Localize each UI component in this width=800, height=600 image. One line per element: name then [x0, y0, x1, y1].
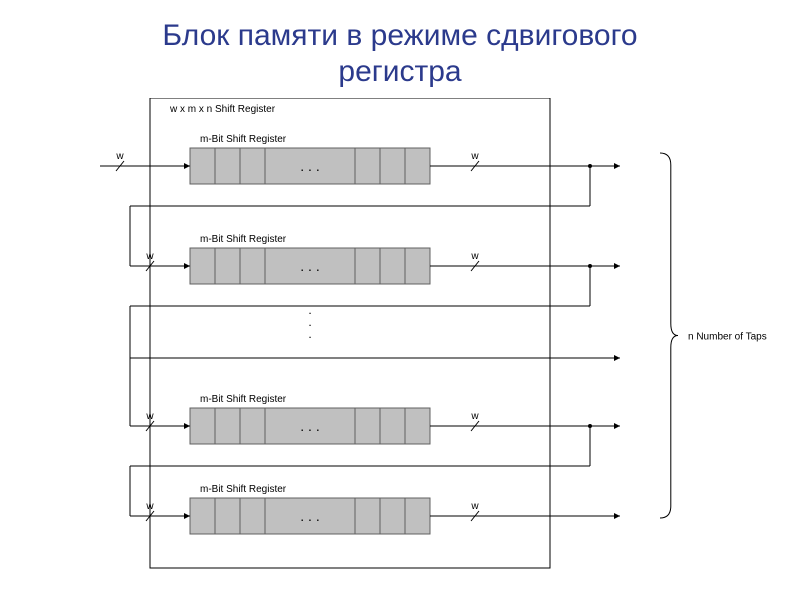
svg-text:m-Bit Shift Register: m-Bit Shift Register: [200, 134, 287, 145]
diagram-container: w x m x n Shift Register m-Bit Shift Regi…: [0, 98, 800, 598]
svg-text:m-Bit Shift Register: m-Bit Shift Register: [200, 394, 287, 405]
page-title: Блок памяти в режиме сдвигового регистра: [0, 0, 800, 98]
svg-text:. . .: . . .: [300, 508, 319, 524]
svg-text:w: w: [470, 411, 479, 422]
svg-text:. . .: . . .: [300, 158, 319, 174]
svg-text:m-Bit Shift Register: m-Bit Shift Register: [200, 234, 287, 245]
svg-text:m-Bit Shift Register: m-Bit Shift Register: [200, 484, 287, 495]
svg-text:. . .: . . .: [300, 418, 319, 434]
svg-text:w x m x n Shift Register: w x m x n Shift Register: [169, 104, 276, 115]
svg-text:w: w: [145, 411, 154, 422]
svg-text:w: w: [470, 501, 479, 512]
title-line2: регистра: [338, 55, 461, 88]
svg-text:w: w: [470, 151, 479, 162]
title-line1: Блок памяти в режиме сдвигового: [162, 19, 637, 52]
shift-register-diagram: w x m x n Shift Register m-Bit Shift Regi…: [0, 98, 800, 598]
svg-text:w: w: [145, 501, 154, 512]
svg-text:. . .: . . .: [300, 258, 319, 274]
svg-text:w: w: [145, 251, 154, 262]
svg-text:n Number of Taps: n Number of Taps: [688, 332, 767, 343]
svg-text:w: w: [115, 151, 124, 162]
svg-text:w: w: [470, 251, 479, 262]
svg-text:.: .: [308, 327, 311, 341]
